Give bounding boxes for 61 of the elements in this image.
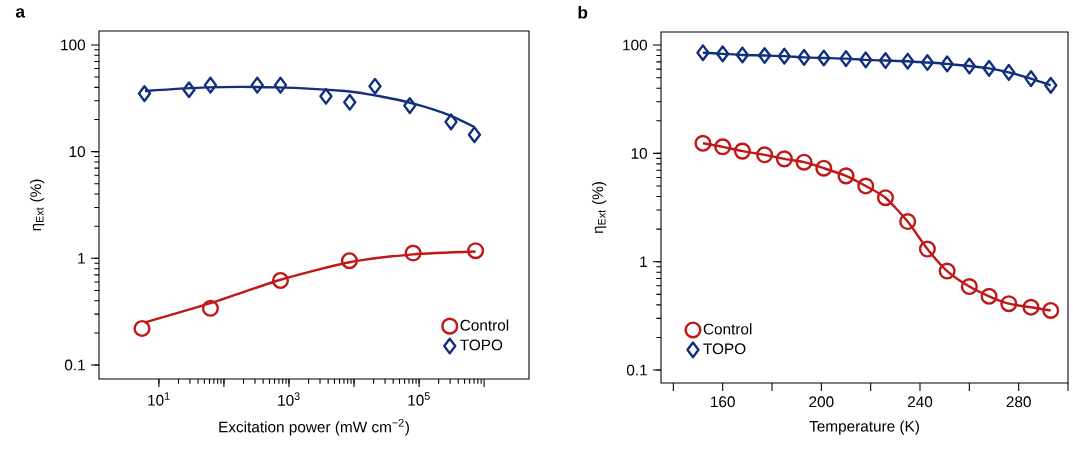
x-axis-title: Temperature (K) xyxy=(809,420,919,435)
point xyxy=(714,138,732,156)
point xyxy=(962,57,977,75)
y-tick-label: 100 xyxy=(61,39,86,51)
point xyxy=(938,262,956,280)
point xyxy=(756,146,774,164)
legend-label: TOPO xyxy=(703,343,746,355)
point xyxy=(777,47,792,65)
point xyxy=(775,150,793,168)
point xyxy=(982,59,996,77)
y-tick-label: 1 xyxy=(78,253,85,264)
x-tick-label: 160 xyxy=(711,396,735,408)
y-tick-label: 0.1 xyxy=(626,364,647,376)
point xyxy=(757,47,772,65)
point xyxy=(839,50,853,68)
legend-label: TOPO xyxy=(460,339,503,351)
point xyxy=(900,52,915,70)
x-tick-label: 10$^{1}$ xyxy=(148,392,170,406)
y-axis-title: η$_{Ext}$ (%) xyxy=(29,179,45,231)
y-tick-label: 10 xyxy=(631,147,648,159)
point xyxy=(694,134,712,152)
x-tick-label: 240 xyxy=(907,396,933,408)
point xyxy=(859,51,873,69)
point xyxy=(733,142,751,160)
x-tick-label: 10$^{5}$ xyxy=(408,392,430,406)
point xyxy=(1042,301,1060,320)
y-tick-label: 0.1 xyxy=(64,359,85,371)
point xyxy=(815,159,833,177)
point xyxy=(1002,63,1016,81)
point xyxy=(696,44,710,62)
point xyxy=(878,51,893,70)
point xyxy=(715,45,730,63)
point xyxy=(837,167,855,185)
legend-label: Control xyxy=(460,319,509,331)
point xyxy=(735,46,750,64)
legend-label: Control xyxy=(703,323,752,335)
point xyxy=(795,153,813,171)
point xyxy=(1044,76,1058,94)
y-tick-label: 10 xyxy=(69,146,86,158)
x-tick-label: 200 xyxy=(809,396,834,408)
point xyxy=(920,53,935,72)
point xyxy=(797,48,811,66)
point xyxy=(1000,295,1018,313)
point xyxy=(817,49,831,67)
x-tick-label: 10$^{3}$ xyxy=(278,392,300,406)
point xyxy=(857,177,875,195)
point xyxy=(1024,70,1038,88)
point xyxy=(980,287,998,305)
point xyxy=(960,278,978,296)
point xyxy=(918,240,936,258)
point xyxy=(940,55,954,73)
chart-title: b xyxy=(578,5,588,19)
y-axis-title: η$_{Ext}$ (%) xyxy=(591,182,607,234)
x-tick-label: 280 xyxy=(1006,396,1031,408)
point xyxy=(876,189,895,207)
chart-title: a xyxy=(15,8,26,18)
point xyxy=(899,213,917,231)
y-tick-label: 1 xyxy=(640,256,647,268)
point xyxy=(1022,298,1040,316)
x-axis-title: Excitation power (mW cm$^{−2}$) xyxy=(219,418,409,436)
y-tick-label: 100 xyxy=(623,39,648,51)
